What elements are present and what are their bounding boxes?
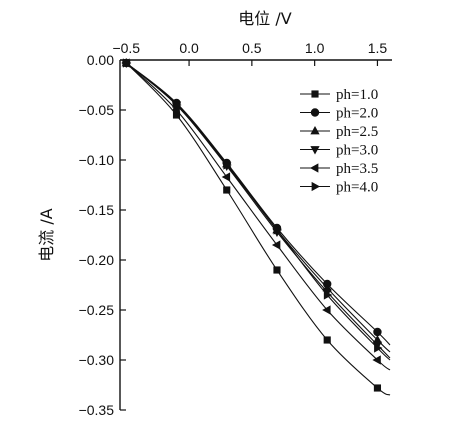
- data-point: [372, 334, 383, 344]
- legend: ph=1.0 ph=2.0 ph=2.5 ph=3.0 ph=3.5 ph=4.0: [300, 87, 378, 196]
- y-tick-label: −0.10: [79, 152, 115, 168]
- y-tick-label: −0.05: [79, 102, 115, 118]
- legend-marker: [311, 90, 319, 98]
- axes: [119, 59, 392, 410]
- data-point: [273, 225, 283, 235]
- x-axis-title: 电位 /V: [238, 9, 291, 28]
- x-tick-label: −0.5: [112, 40, 140, 56]
- legend-label: ph=1.0: [336, 87, 378, 103]
- legend-marker: [310, 108, 320, 117]
- legend-marker: [311, 181, 321, 192]
- data-point: [271, 240, 281, 250]
- data-point: [172, 111, 181, 119]
- legend-label: ph=2.0: [336, 106, 378, 122]
- legend-marker: [310, 125, 320, 135]
- y-tick-label: −0.15: [79, 202, 115, 218]
- legend-label: ph=3.5: [336, 161, 378, 177]
- data-point: [373, 327, 382, 337]
- data-point: [171, 105, 180, 115]
- y-tick-label: −0.35: [79, 402, 115, 418]
- legend-label: ph=3.0: [336, 143, 378, 159]
- data-point: [221, 172, 231, 182]
- data-point: [372, 355, 381, 365]
- data-point: [374, 343, 383, 353]
- data-point: [173, 100, 182, 110]
- data-point: [373, 384, 382, 392]
- x-tick-label: 0.5: [242, 40, 262, 56]
- legend-marker: [310, 146, 320, 155]
- y-axis-title: 电流 /A: [37, 208, 56, 261]
- y-tick-label: −0.20: [79, 252, 115, 268]
- data-point: [323, 290, 333, 300]
- x-ticks: −0.5 0.0 0.5 1.0 1.5: [112, 40, 387, 66]
- data-point: [322, 305, 331, 315]
- y-tick-label: 0.00: [87, 52, 114, 68]
- legend-label: ph=2.5: [336, 124, 378, 140]
- x-tick-label: 0.0: [179, 40, 199, 56]
- x-tick-label: 1.0: [305, 40, 325, 56]
- data-point: [273, 266, 281, 274]
- legend-marker: [309, 163, 319, 173]
- data-point: [223, 160, 232, 170]
- y-ticks: 0.00 −0.05 −0.10 −0.15 −0.20 −0.25 −0.30 −0.35: [79, 52, 126, 418]
- data-point: [323, 336, 331, 344]
- data-point: [122, 58, 132, 68]
- y-tick-label: −0.25: [79, 302, 115, 318]
- series-markers: [121, 57, 383, 392]
- y-tick-label: −0.30: [79, 352, 115, 368]
- data-point: [223, 186, 231, 194]
- legend-label: ph=4.0: [336, 180, 378, 196]
- x-tick-label: 1.5: [368, 40, 388, 56]
